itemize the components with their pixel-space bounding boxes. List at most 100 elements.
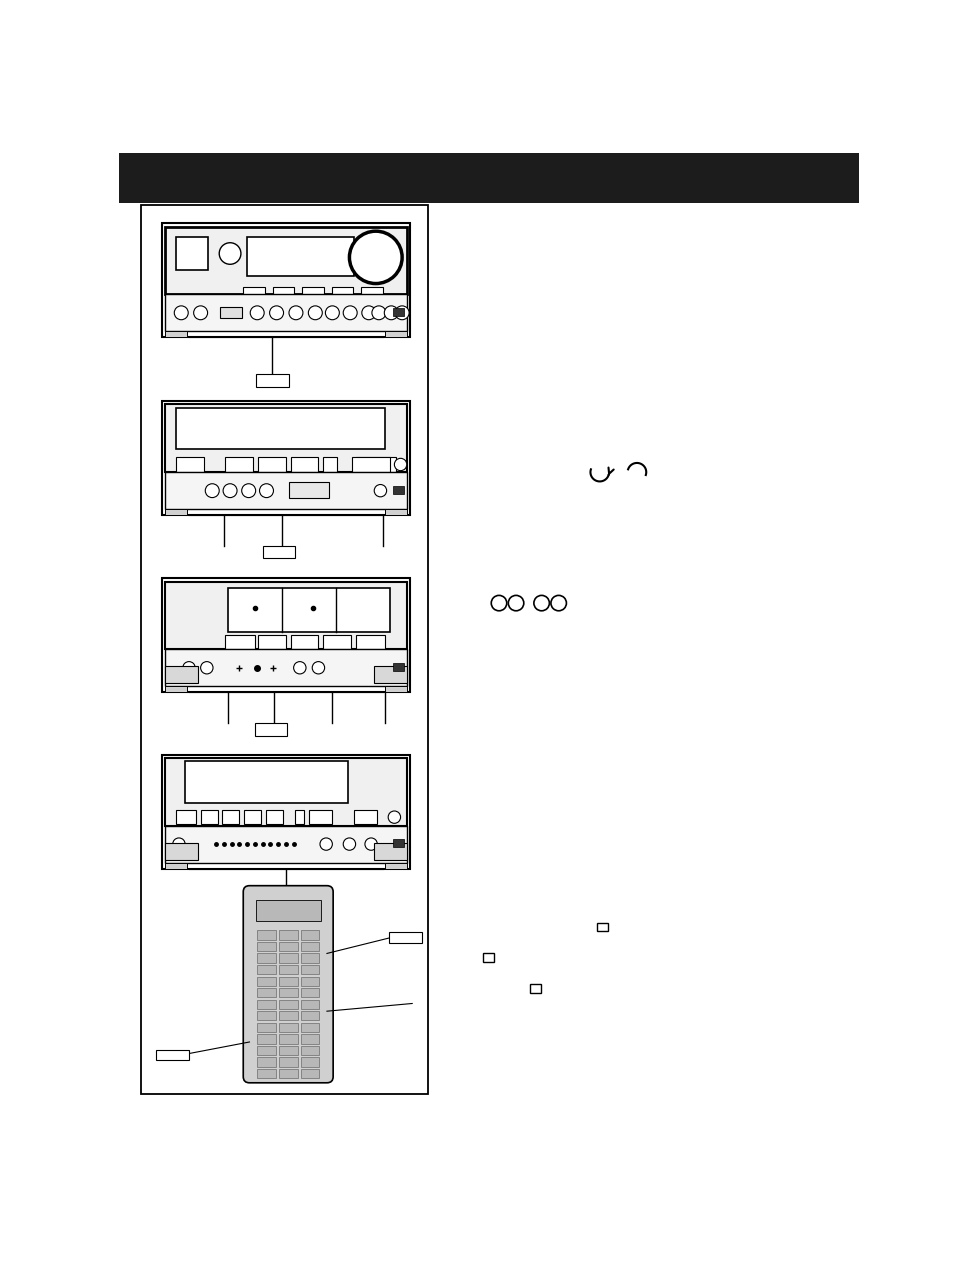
Bar [165,509,187,515]
Bar [165,294,406,331]
Bar [175,407,385,449]
Bar [278,977,297,986]
Bar [165,862,187,869]
Bar [119,153,858,202]
Bar [228,588,390,632]
Bar [300,1046,319,1054]
Bar [278,1000,297,1009]
Circle shape [395,305,409,319]
Circle shape [388,812,400,823]
Bar [162,224,410,337]
Bar [165,581,406,649]
Bar [278,1011,297,1020]
Bar [300,941,319,951]
Circle shape [193,305,208,319]
Bar [393,486,403,494]
Bar [278,930,297,940]
Bar [300,1000,319,1009]
Circle shape [172,838,185,850]
Bar [257,1011,275,1020]
Bar [156,1049,189,1061]
Bar [257,457,286,472]
Circle shape [200,661,213,674]
Circle shape [491,595,506,611]
Circle shape [394,458,406,471]
Bar [257,954,275,963]
Bar [289,482,329,497]
Bar [165,331,187,337]
Circle shape [508,595,523,611]
Bar [300,965,319,974]
Bar [332,286,353,299]
Bar [300,954,319,963]
Bar [257,636,286,649]
Bar [165,226,406,294]
Bar [300,988,319,997]
Bar [257,965,275,974]
Bar [323,457,336,472]
Bar [291,457,318,472]
Bar [300,1011,319,1020]
Bar [266,810,282,824]
Bar [278,954,297,963]
Bar [393,840,403,847]
Bar [257,1034,275,1043]
Bar [244,810,261,824]
Bar [243,286,265,299]
Bar [165,842,197,860]
Circle shape [349,232,402,284]
Bar [185,761,348,803]
Bar [262,546,294,558]
Bar [162,402,410,515]
Circle shape [361,305,375,319]
Bar [278,965,297,974]
Circle shape [259,483,274,497]
Circle shape [241,483,255,497]
Bar [257,1023,275,1032]
Bar [323,636,351,649]
Bar [270,906,303,918]
FancyBboxPatch shape [243,885,333,1082]
Bar [165,758,406,826]
Bar [385,331,406,337]
Bar [300,977,319,986]
Bar [165,649,406,687]
Bar [141,205,427,1094]
Bar [393,663,403,670]
Bar [273,286,294,299]
Bar [175,810,195,824]
Bar [165,687,187,692]
Bar [385,687,406,692]
Circle shape [534,595,549,611]
Circle shape [289,305,303,319]
Bar [162,579,410,692]
Bar [352,457,390,472]
Bar [278,988,297,997]
Circle shape [294,661,306,674]
Bar [222,810,239,824]
Bar [302,286,323,299]
Bar [257,1057,275,1067]
Bar [165,404,406,472]
Circle shape [250,305,264,319]
Bar [257,977,275,986]
Bar [278,1068,297,1079]
Circle shape [205,483,219,497]
Bar [278,1046,297,1054]
Bar [278,1057,297,1067]
Bar [393,308,403,315]
Bar [257,1046,275,1054]
Bar [300,1023,319,1032]
Bar [360,286,382,299]
Bar [355,636,385,649]
Bar [256,374,289,387]
Bar [165,472,406,509]
Circle shape [343,838,355,850]
Bar [309,810,332,824]
Circle shape [374,485,386,497]
Bar [300,1068,319,1079]
Bar [255,899,320,921]
Bar [530,985,540,992]
Bar [225,457,253,472]
Bar [165,667,197,683]
